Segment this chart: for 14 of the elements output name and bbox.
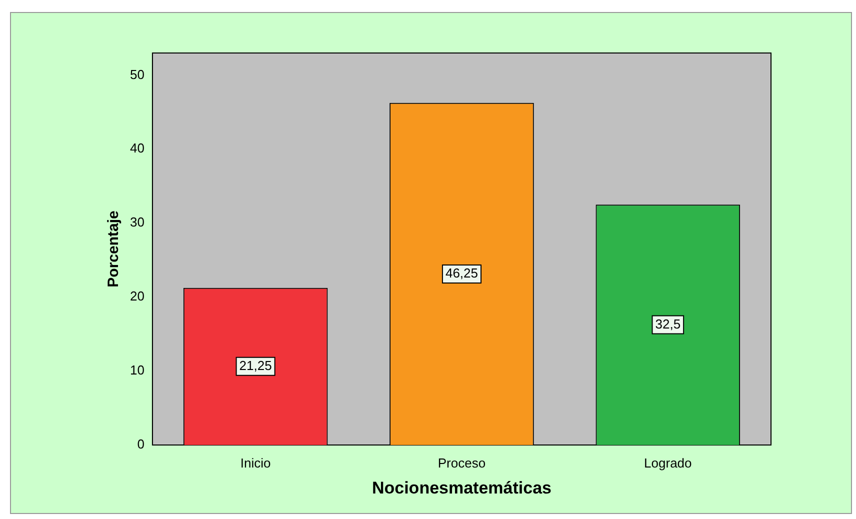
x-tick-label: Inicio <box>240 455 271 470</box>
y-tick-label: 10 <box>130 362 144 378</box>
x-axis-title: Nocionesmatemáticas <box>372 478 552 498</box>
data-label: 32,5 <box>655 316 681 332</box>
y-tick-label: 40 <box>130 140 144 156</box>
x-tick-label: Logrado <box>644 455 692 470</box>
y-tick-label: 30 <box>130 214 144 230</box>
data-label: 46,25 <box>445 266 478 281</box>
data-label: 21,25 <box>239 358 272 373</box>
y-tick-label: 20 <box>130 288 144 304</box>
x-tick-label: Proceso <box>438 455 486 470</box>
y-tick-label: 50 <box>130 66 144 82</box>
y-tick-label: 0 <box>137 436 144 452</box>
y-axis-title: Porcentaje <box>105 210 122 288</box>
